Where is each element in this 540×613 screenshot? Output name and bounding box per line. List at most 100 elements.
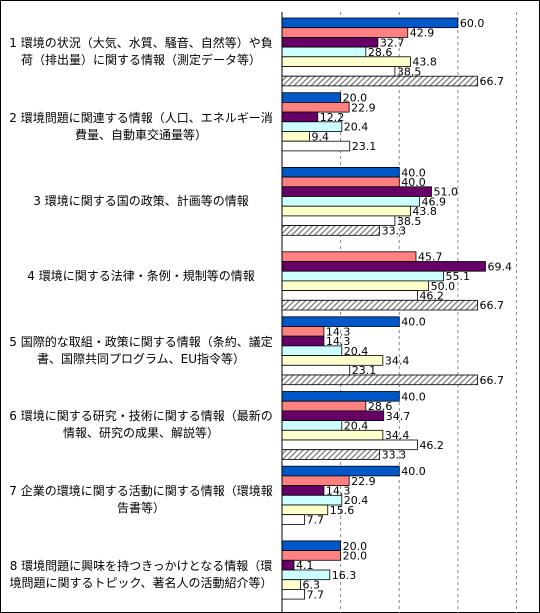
value-label: 51.0 xyxy=(434,186,459,199)
value-label: 20.0 xyxy=(343,540,368,553)
value-label: 20.4 xyxy=(344,345,369,358)
value-label: 38.5 xyxy=(397,65,422,78)
bar xyxy=(281,290,418,301)
value-label: 43.8 xyxy=(412,205,437,218)
value-label: 40.0 xyxy=(401,390,426,403)
bar xyxy=(281,37,379,48)
bar xyxy=(281,364,351,376)
value-label: 46.9 xyxy=(422,195,447,208)
bar xyxy=(281,215,396,226)
value-label: 45.7 xyxy=(418,251,443,264)
category-label: 2 環境問題に関連する情報（人口、エネルギー消費量、自動車交通量等） xyxy=(9,110,273,142)
bar xyxy=(281,205,411,217)
bar xyxy=(281,176,400,188)
bar xyxy=(281,335,325,347)
category-label: 3 環境に関する国の政策、計画等の情報 xyxy=(33,193,249,208)
bar xyxy=(281,251,417,262)
value-label: 55.1 xyxy=(446,270,471,283)
value-label: 20.4 xyxy=(344,419,369,432)
value-label: 43.8 xyxy=(412,56,437,69)
category-label: 1 環境の状況（大気、水質、騒音、自然等）や負荷（排出量）に関する情報（測定デー… xyxy=(9,35,273,67)
bar xyxy=(281,514,305,525)
bar xyxy=(281,429,384,441)
value-label: 66.7 xyxy=(480,374,505,387)
bar xyxy=(281,579,301,590)
bar xyxy=(281,186,432,197)
category-label: 7 企業の環境に関する活動に関する情報（環境報告書等） xyxy=(9,484,273,516)
bar xyxy=(281,540,342,552)
category-label: 4 環境に関する法律・条例・規制等の情報 xyxy=(27,268,255,283)
value-label: 20.0 xyxy=(343,92,368,105)
bar xyxy=(281,299,478,311)
bar xyxy=(281,449,381,460)
value-label: 16.3 xyxy=(332,569,357,582)
bar xyxy=(281,56,411,67)
value-label: 14.3 xyxy=(326,335,351,348)
bar xyxy=(281,465,400,477)
bar xyxy=(281,196,420,207)
value-label: 66.7 xyxy=(480,299,505,312)
category-label: 8 環境問題に興味を持つきっかけとなる情報（環境問題に関するトピック、著名人の活… xyxy=(9,558,273,590)
value-label: 12.2 xyxy=(320,111,345,124)
value-label: 7.7 xyxy=(307,514,325,527)
value-label: 46.2 xyxy=(419,439,444,452)
bar xyxy=(281,345,343,356)
value-label: 38.5 xyxy=(397,215,422,228)
value-label: 34.4 xyxy=(385,354,410,367)
bar xyxy=(281,326,325,337)
value-label: 66.7 xyxy=(480,75,505,88)
bar xyxy=(281,140,351,152)
value-label: 22.9 xyxy=(351,475,376,488)
value-label: 20.4 xyxy=(344,121,369,134)
value-label: 14.3 xyxy=(326,484,351,497)
value-label: 60.0 xyxy=(460,17,485,30)
value-label: 33.3 xyxy=(382,449,407,462)
value-label: 20.0 xyxy=(343,549,368,562)
value-label: 40.0 xyxy=(401,166,426,179)
value-label: 28.6 xyxy=(368,400,393,413)
bar xyxy=(281,270,444,282)
value-label: 34.7 xyxy=(386,410,411,423)
value-label: 4.1 xyxy=(296,559,314,572)
value-label: 6.3 xyxy=(302,579,320,592)
category-label: 5 国際的な取組・政策に関する情報（条約、議定書、国際共同プログラム、EU指令等… xyxy=(9,334,273,366)
bar xyxy=(281,400,367,412)
value-label: 7.7 xyxy=(307,588,325,601)
bar xyxy=(281,75,478,87)
bar xyxy=(281,46,367,58)
bar xyxy=(281,420,343,431)
bar xyxy=(281,589,305,600)
value-label: 14.3 xyxy=(326,325,351,338)
value-label: 22.9 xyxy=(351,101,376,114)
value-label: 23.1 xyxy=(352,364,377,377)
value-label: 50.0 xyxy=(431,280,456,293)
category-label: 6 環境に関する研究・技術に関する情報（最新の情報、研究の成果、解説等） xyxy=(9,409,273,441)
value-label: 23.1 xyxy=(352,140,377,153)
bar xyxy=(281,131,310,142)
bar xyxy=(281,225,381,236)
bar xyxy=(281,92,342,103)
bar xyxy=(281,280,429,291)
value-label: 9.4 xyxy=(312,130,330,143)
value-label: 40.0 xyxy=(401,176,426,189)
bar xyxy=(281,166,400,178)
value-label: 42.9 xyxy=(410,27,435,40)
value-label: 69.4 xyxy=(487,260,512,273)
value-label: 34.4 xyxy=(385,429,410,442)
bar xyxy=(281,111,319,123)
value-label: 33.3 xyxy=(382,224,407,237)
bar xyxy=(281,559,295,571)
value-label: 32.7 xyxy=(380,36,405,49)
bar xyxy=(281,374,478,386)
value-label: 40.0 xyxy=(401,316,426,329)
bar xyxy=(281,410,385,421)
bar xyxy=(281,485,325,496)
value-label: 40.0 xyxy=(401,465,426,478)
value-label: 20.4 xyxy=(344,494,369,507)
value-label: 15.6 xyxy=(330,504,355,517)
value-label: 46.2 xyxy=(419,289,444,302)
bar xyxy=(281,66,396,77)
value-label: 28.6 xyxy=(368,46,393,59)
